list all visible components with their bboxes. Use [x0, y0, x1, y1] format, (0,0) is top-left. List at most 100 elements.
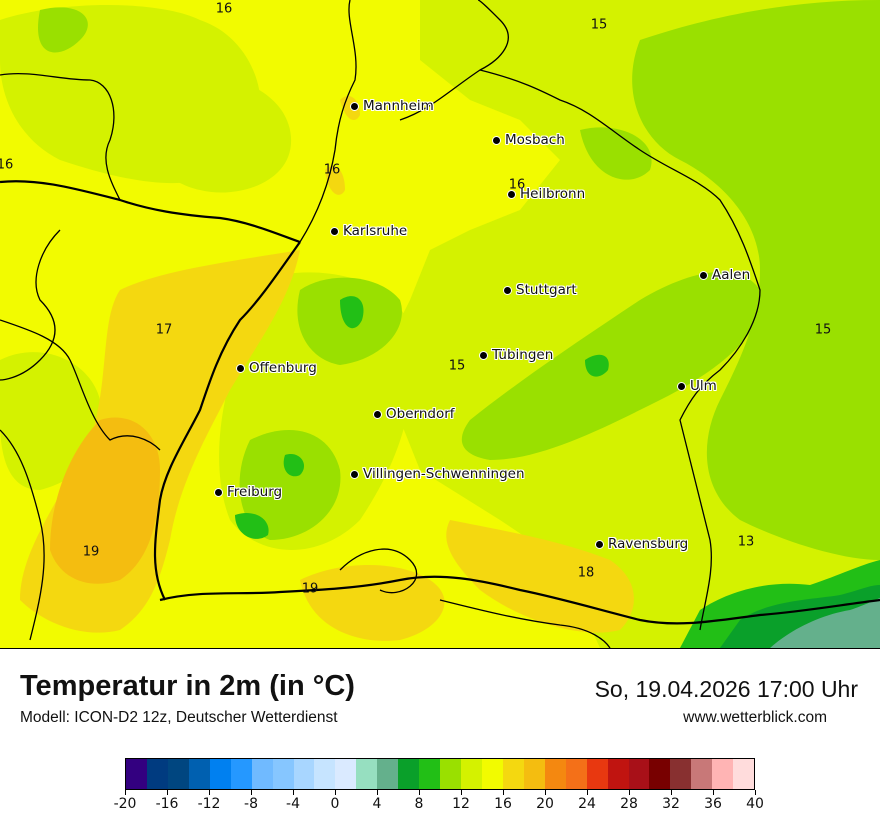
- colorbar-tick-mark: [419, 790, 420, 795]
- city-label: Aalen: [712, 267, 751, 283]
- colorbar-segment: [419, 759, 441, 789]
- colorbar-segment: [712, 759, 734, 789]
- isotherm-label: 16: [0, 157, 14, 173]
- colorbar-tick-mark: [293, 790, 294, 795]
- colorbar-segment: [314, 759, 336, 789]
- city-marker-aalen[interactable]: Aalen: [699, 267, 750, 283]
- colorbar-segment: [586, 759, 608, 789]
- city-label: Villingen-Schwenningen: [363, 466, 525, 482]
- city-dot-icon: [492, 135, 501, 145]
- colorbar-segment: [523, 759, 545, 789]
- city-label: Tübingen: [492, 347, 554, 363]
- isotherm-label: 19: [82, 544, 100, 560]
- colorbar-segment: [335, 759, 357, 789]
- isotherm-label: 15: [814, 322, 832, 338]
- temperature-colorbar: [125, 758, 755, 790]
- colorbar-tick-mark: [125, 790, 126, 795]
- city-marker-freiburg[interactable]: Freiburg: [214, 484, 282, 500]
- city-marker-tuebingen[interactable]: Tübingen: [479, 347, 553, 363]
- colorbar-tick-label: 16: [494, 796, 512, 812]
- colorbar-segment: [230, 759, 252, 789]
- colorbar-tick-label: -4: [286, 796, 300, 812]
- city-dot-icon: [330, 226, 339, 236]
- isotherm-label: 19: [301, 581, 319, 597]
- city-marker-heilbronn[interactable]: Heilbronn: [507, 186, 585, 202]
- city-marker-mannheim[interactable]: Mannheim: [350, 98, 434, 114]
- colorbar-tick-label: 4: [372, 796, 382, 812]
- city-dot-icon: [214, 487, 223, 497]
- city-label: Heilbronn: [520, 186, 586, 202]
- isotherm-label: 16: [508, 177, 526, 193]
- colorbar-tick-label: 40: [746, 796, 764, 812]
- city-label: Offenburg: [249, 360, 317, 376]
- colorbar-tick-mark: [503, 790, 504, 795]
- colorbar-segment: [377, 759, 399, 789]
- colorbar-segment: [188, 759, 210, 789]
- city-marker-ravensburg[interactable]: Ravensburg: [595, 536, 688, 552]
- city-marker-ulm[interactable]: Ulm: [677, 378, 717, 394]
- isotherm-label: 16: [323, 162, 341, 178]
- city-marker-karlsruhe[interactable]: Karlsruhe: [330, 223, 407, 239]
- colorbar-segment: [481, 759, 503, 789]
- colorbar-segment: [293, 759, 315, 789]
- colorbar-segment: [272, 759, 294, 789]
- colorbar-tick-mark: [377, 790, 378, 795]
- colorbar-tick-label: -12: [197, 796, 221, 812]
- temperature-map[interactable]: Mannheim Mosbach Heilbronn Karlsruhe Aal…: [0, 0, 880, 649]
- colorbar-tick-label: 32: [662, 796, 680, 812]
- city-dot-icon: [699, 270, 708, 280]
- model-source: Modell: ICON-D2 12z, Deutscher Wetterdie…: [20, 709, 338, 726]
- colorbar-tick-label: 20: [536, 796, 554, 812]
- city-marker-villingen-schwenningen[interactable]: Villingen-Schwenningen: [350, 466, 525, 482]
- city-dot-icon: [479, 350, 488, 360]
- city-dot-icon: [507, 189, 516, 199]
- colorbar-segment: [461, 759, 482, 789]
- temperature-field: [0, 0, 880, 648]
- isotherm-label: 16: [215, 1, 233, 17]
- colorbar-tick-mark: [755, 790, 756, 795]
- colorbar-segment: [502, 759, 524, 789]
- colorbar-segment: [544, 759, 566, 789]
- map-title: Temperatur in 2m (in °C): [20, 670, 355, 702]
- colorbar-tick-label: 36: [704, 796, 722, 812]
- city-dot-icon: [677, 381, 686, 391]
- colorbar-tick-mark: [461, 790, 462, 795]
- city-label: Stuttgart: [516, 282, 577, 298]
- colorbar-segment: [209, 759, 231, 789]
- website-link[interactable]: www.wetterblick.com: [683, 709, 827, 726]
- city-dot-icon: [236, 363, 245, 373]
- colorbar-segment: [649, 759, 671, 789]
- isotherm-label: 15: [448, 358, 466, 374]
- colorbar-tick-mark: [587, 790, 588, 795]
- city-marker-oberndorf[interactable]: Oberndorf: [373, 406, 455, 422]
- colorbar-segment: [691, 759, 713, 789]
- city-marker-stuttgart[interactable]: Stuttgart: [503, 282, 577, 298]
- colorbar-segment: [628, 759, 650, 789]
- colorbar-segment: [607, 759, 629, 789]
- colorbar-segment: [356, 759, 378, 789]
- colorbar-tick-label: 12: [452, 796, 470, 812]
- city-dot-icon: [373, 409, 382, 419]
- colorbar-segment: [733, 759, 755, 789]
- isotherm-label: 18: [577, 565, 595, 581]
- city-dot-icon: [595, 539, 604, 549]
- city-dot-icon: [350, 469, 359, 479]
- valid-datetime: So, 19.04.2026 17:00 Uhr: [594, 676, 858, 702]
- colorbar-tick-label: -8: [244, 796, 258, 812]
- isotherm-label: 15: [590, 17, 608, 33]
- city-marker-mosbach[interactable]: Mosbach: [492, 132, 565, 148]
- city-label: Freiburg: [227, 484, 283, 500]
- city-label: Oberndorf: [386, 406, 455, 422]
- colorbar-segment: [251, 759, 273, 789]
- colorbar-tick-mark: [335, 790, 336, 795]
- colorbar-tick-label: 8: [414, 796, 424, 812]
- colorbar-tick-mark: [545, 790, 546, 795]
- city-marker-offenburg[interactable]: Offenburg: [236, 360, 317, 376]
- city-label: Ulm: [690, 378, 717, 394]
- colorbar-tick-mark: [671, 790, 672, 795]
- city-dot-icon: [350, 101, 359, 111]
- colorbar-tick-label: 24: [578, 796, 596, 812]
- colorbar-segment: [146, 759, 168, 789]
- isotherm-label: 17: [155, 322, 173, 338]
- colorbar-segment: [670, 759, 692, 789]
